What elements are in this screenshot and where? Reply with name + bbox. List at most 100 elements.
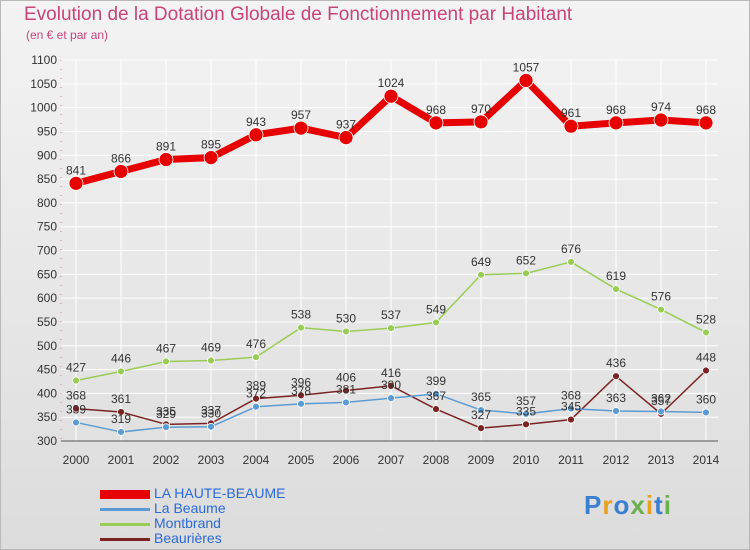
data-point <box>162 357 170 366</box>
data-point <box>473 114 489 130</box>
y-tick-label: 850 <box>37 172 57 186</box>
data-label: 427 <box>66 361 86 375</box>
data-label: 396 <box>291 375 311 389</box>
data-point <box>252 394 260 403</box>
data-label: 390 <box>381 378 401 392</box>
data-label: 649 <box>471 255 491 269</box>
data-point <box>522 420 530 429</box>
legend-swatch <box>100 490 150 499</box>
data-label: 937 <box>336 118 356 132</box>
logo-letter: i <box>645 490 655 520</box>
legend-label: Montbrand <box>154 515 221 531</box>
x-tick-label: 2014 <box>693 453 720 467</box>
y-tick-label: 1050 <box>30 77 57 91</box>
logo-letter: i <box>663 490 672 520</box>
data-label: 368 <box>66 389 86 403</box>
y-tick-label: 400 <box>37 386 57 400</box>
y-tick-label: 750 <box>37 220 57 234</box>
x-tick-label: 2012 <box>603 453 630 467</box>
data-label: 345 <box>561 400 581 414</box>
data-label: 436 <box>606 356 626 370</box>
legend-swatch <box>100 523 150 526</box>
data-label: 528 <box>696 312 716 326</box>
data-point <box>342 386 350 395</box>
data-label: 357 <box>651 394 671 408</box>
data-point <box>117 428 125 436</box>
data-label: 389 <box>246 379 266 393</box>
data-label: 368 <box>561 389 581 403</box>
data-point <box>657 305 665 314</box>
chart-subtitle: (en € et par an) <box>26 28 109 42</box>
data-label: 467 <box>156 341 176 355</box>
data-label: 841 <box>66 163 86 177</box>
data-label: 1024 <box>378 76 405 90</box>
data-point <box>207 422 215 431</box>
data-label: 365 <box>471 390 491 404</box>
data-point <box>702 366 710 375</box>
data-point <box>567 404 575 413</box>
y-tick-label: 350 <box>37 410 57 424</box>
data-label: 327 <box>471 408 491 422</box>
data-point <box>612 285 620 293</box>
data-point <box>432 389 440 398</box>
data-label: 372 <box>246 387 266 401</box>
data-label: 676 <box>561 242 581 256</box>
x-tick-label: 2000 <box>63 453 90 467</box>
data-point <box>297 399 305 408</box>
y-tick-label: 700 <box>37 244 57 258</box>
data-point <box>113 164 129 179</box>
series <box>68 73 714 436</box>
data-point <box>207 356 215 365</box>
data-point <box>252 402 260 411</box>
data-label: 530 <box>336 311 356 325</box>
data-label: 319 <box>111 412 131 426</box>
data-label: 361 <box>111 392 131 406</box>
data-label: 337 <box>201 403 221 417</box>
logo-letter: P <box>584 490 603 520</box>
x-tick-label: 2006 <box>333 453 360 467</box>
x-tick-label: 2008 <box>423 453 450 467</box>
data-point <box>338 130 354 146</box>
y-tick-label: 1100 <box>31 53 57 67</box>
legend-swatch <box>100 508 150 511</box>
data-label: 895 <box>201 138 221 152</box>
data-point <box>432 318 440 327</box>
data-label: 619 <box>606 269 626 283</box>
x-tick-label: 2001 <box>108 453 135 467</box>
logo-letter: t <box>654 490 664 520</box>
data-label: 968 <box>606 103 626 117</box>
data-point <box>477 424 485 433</box>
data-point <box>72 418 80 427</box>
data-label: 381 <box>336 382 356 396</box>
data-point <box>432 405 440 413</box>
data-label: 469 <box>201 341 221 355</box>
data-label: 957 <box>291 108 311 122</box>
data-point <box>72 376 80 385</box>
x-tick-label: 2007 <box>378 453 405 467</box>
data-label: 378 <box>291 384 311 398</box>
data-label: 367 <box>426 389 446 403</box>
data-label: 362 <box>651 391 671 405</box>
data-label: 961 <box>561 106 581 120</box>
data-label: 360 <box>696 392 716 406</box>
data-point <box>297 323 305 332</box>
data-label: 330 <box>201 407 221 421</box>
data-point <box>477 406 485 414</box>
data-point <box>387 381 395 390</box>
data-label: 335 <box>516 404 536 418</box>
x-tick-label: 2003 <box>198 453 225 467</box>
axes: 300 350 400 450 500 550 600 650 700 750 800 850 900 9… <box>30 53 719 467</box>
data-label: 943 <box>246 115 266 129</box>
data-point <box>162 423 170 432</box>
data-label: 968 <box>696 103 716 117</box>
data-point <box>522 269 530 278</box>
data-point <box>117 408 125 416</box>
x-tick-label: 2013 <box>648 453 675 467</box>
proxiti-logo: Proxiti <box>584 490 672 521</box>
logo-letter: r <box>602 490 614 520</box>
logo-letter: o <box>613 490 631 520</box>
data-point <box>383 88 399 104</box>
data-point <box>702 408 710 417</box>
data-label: 537 <box>381 308 401 322</box>
